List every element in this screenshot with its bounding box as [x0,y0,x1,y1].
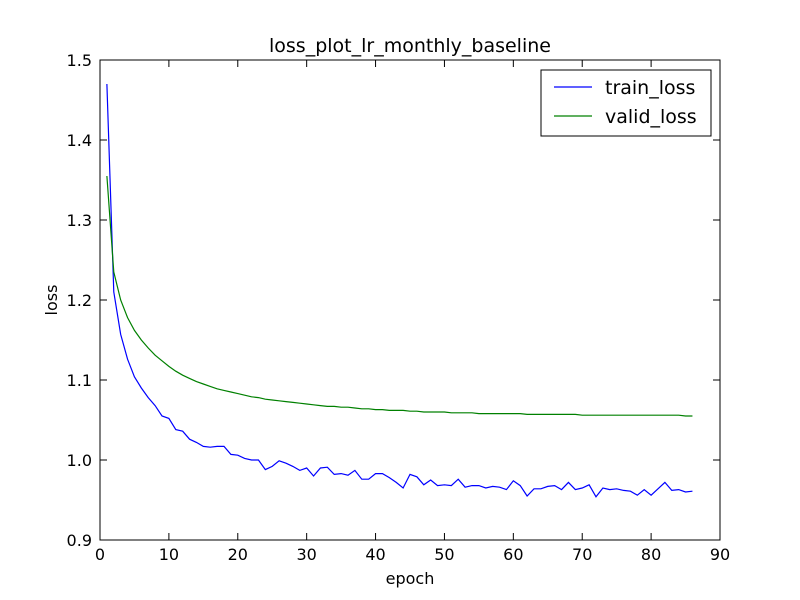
y-tick-label: 0.9 [67,531,92,550]
x-tick-label: 30 [296,545,316,564]
plot-frame [99,59,721,541]
series-line-train-loss [106,83,693,498]
y-axis-label: loss [42,285,61,316]
x-tick-label: 70 [572,545,592,564]
x-tick-label: 0 [95,545,105,564]
y-tick-label: 1.4 [67,131,92,150]
x-tick-label: 50 [434,545,454,564]
y-tick-label: 1.1 [67,371,92,390]
y-tick-label: 1.2 [67,291,92,310]
y-tick-label: 1.0 [67,451,92,470]
legend-box [540,69,712,137]
legend: train_loss valid_loss [540,69,712,137]
chart-title: loss_plot_lr_monthly_baseline [269,35,551,57]
x-tick-label: 60 [503,545,523,564]
plot-area: 0 10 20 30 40 50 60 70 80 90 0.9 1.0 1.1 1.2 1.3 1.4 1.5 [67,51,731,564]
ticks-layer: 0 10 20 30 40 50 60 70 80 90 0.9 1.0 1.1 1.2 1.3 1.4 1.5 [67,51,731,564]
legend-label-train-loss: train_loss [605,77,695,99]
x-tick-label: 80 [641,545,661,564]
y-tick-label: 1.5 [67,51,92,70]
x-tick-label: 40 [365,545,385,564]
series-layer [106,83,693,498]
legend-label-valid-loss: valid_loss [605,106,697,128]
y-tick-label: 1.3 [67,211,92,230]
x-tick-label: 20 [228,545,248,564]
series-line-valid-loss [106,175,693,417]
x-tick-label: 90 [710,545,730,564]
x-tick-label: 10 [159,545,179,564]
x-axis-label: epoch [386,569,435,588]
